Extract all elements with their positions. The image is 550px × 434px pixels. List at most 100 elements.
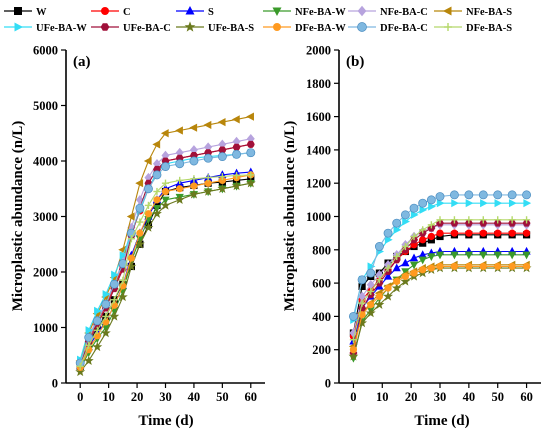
panel-b-point-ufe-ba-w: [494, 199, 503, 208]
panel-b-point-dfe-ba-w: [349, 346, 358, 354]
legend-entry-ufe-ba-s: UFe-BA-S: [176, 21, 254, 34]
panel-b-point-s: [383, 271, 393, 280]
panel-a-point-ufe-ba-s: [100, 327, 111, 338]
legend-label: DFe-BA-C: [380, 23, 428, 34]
panel-b-x-tick-label: 0: [350, 390, 356, 404]
panel-a-point-ufe-ba-w: [94, 306, 102, 315]
panel-a-point-ufe-ba-c: [246, 140, 255, 148]
panel-a-point-dfe-ba-c: [92, 316, 102, 326]
panel-a-point-dfe-ba-w: [161, 187, 170, 196]
panel-b-point-dfe-ba-s: [479, 216, 487, 224]
panel-b-y-tick-label: 600: [312, 277, 331, 291]
legend-label: NFe-BA-C: [380, 7, 428, 18]
panel-a-point-ufe-ba-w: [102, 290, 111, 299]
panel-a-point-dfe-ba-s: [76, 362, 84, 370]
panel-b-point-ufe-ba-w: [384, 235, 393, 244]
panel-a-point-ufe-ba-s: [109, 311, 120, 321]
panel-a-y-tick-label: 4000: [33, 155, 58, 169]
panel-b-point-nfe-ba-w: [493, 251, 502, 260]
panel-b-point-dfe-ba-w: [419, 266, 427, 274]
panel-b-point-s: [401, 258, 410, 267]
panel-b-point-dfe-ba-c: [507, 190, 517, 200]
legend-marker-dfe-ba-s: [444, 23, 452, 31]
panel-b-point-ufe-ba-w: [480, 199, 488, 208]
panel-a-point-dfe-ba-s: [102, 312, 110, 320]
panel-b-point-dfe-ba-w: [410, 269, 418, 277]
legend-marker-s: [185, 5, 195, 15]
legend-entry-dfe-ba-c: DFe-BA-C: [348, 22, 428, 34]
panel-a-point-ufe-ba-w: [119, 251, 128, 260]
legend-entry-nfe-ba-c: NFe-BA-C: [348, 5, 428, 18]
panel-a-point-dfe-ba-w: [153, 196, 161, 204]
panel-b-point-dfe-ba-s: [427, 221, 435, 229]
legend-label: W: [36, 7, 47, 18]
panel-a-point-nfe-ba-s: [126, 212, 135, 221]
panel-b-point-dfe-ba-w: [450, 262, 459, 271]
panel-a-point-dfe-ba-s: [190, 175, 198, 183]
panel-a-point-ufe-ba-s: [92, 341, 103, 352]
panel-b-point-dfe-ba-w: [427, 264, 435, 272]
panel-a-point-dfe-ba-c: [175, 159, 185, 169]
panel-a-point-dfe-ba-c: [118, 259, 128, 269]
panel-b-point-dfe-ba-c: [464, 190, 474, 200]
panel-b-point-dfe-ba-w: [494, 262, 502, 271]
panel-b-point-dfe-ba-c: [374, 242, 384, 251]
panel-b-y-tick-label: 400: [312, 310, 331, 324]
panel-b-point-c: [450, 229, 459, 237]
panel-a-ylabel: Microplastic abundance (n/L): [10, 121, 26, 312]
panel-a-point-nfe-ba-s: [217, 118, 226, 127]
panel-a-point-ufe-ba-s: [217, 183, 228, 193]
panel-b-point-nfe-ba-w: [427, 253, 436, 262]
panel-b-point-nfe-ba-w: [464, 251, 473, 260]
panel-a-point-dfe-ba-s: [110, 296, 118, 304]
legend-entry-w: W: [4, 7, 47, 18]
panel-b-point-dfe-ba-s: [375, 276, 383, 284]
panel-b-y-tick-label: 800: [312, 243, 331, 257]
legend-marker-nfe-ba-c: [357, 5, 367, 17]
panel-a-point-nfe-ba-s: [135, 179, 144, 188]
legend-label: NFe-BA-S: [466, 7, 512, 18]
panel-a-point-dfe-ba-s: [161, 179, 170, 187]
panel-b-point-dfe-ba-s: [450, 216, 459, 224]
panel-b-point-ufe-ba-s: [365, 307, 376, 318]
panel-b-point-dfe-ba-s: [436, 216, 444, 224]
panel-b-point-ufe-ba-w: [428, 202, 436, 211]
panel-b-series: [348, 190, 532, 363]
panel-b-point-dfe-ba-s: [393, 252, 401, 261]
panel-a-point-dfe-ba-s: [153, 187, 161, 196]
legend-marker-nfe-ba-w: [272, 7, 282, 17]
panel-b-point-dfe-ba-c: [409, 203, 419, 213]
panel-a-point-dfe-ba-s: [176, 176, 184, 185]
panel-a-point-ufe-ba-s: [188, 189, 199, 199]
panel-b-point-c: [494, 229, 502, 237]
panel-a-point-dfe-ba-c: [217, 152, 227, 162]
panel-a-point-nfe-ba-s: [143, 156, 152, 166]
panel-b-point-dfe-ba-c: [418, 198, 428, 208]
panel-b-y-tick-label: 1000: [306, 210, 331, 224]
panel-b-point-dfe-ba-w: [508, 262, 516, 271]
panel-b-point-nfe-ba-w: [409, 261, 419, 270]
panel-b-point-c: [465, 229, 473, 237]
legend-marker-ufe-ba-c: [100, 23, 110, 31]
panel-b-point-dfe-ba-s: [401, 242, 409, 251]
panel-a-point-dfe-ba-w: [144, 210, 153, 218]
panel-a-y-tick-label: 6000: [33, 44, 58, 58]
panel-b-point-nfe-ba-w: [418, 256, 427, 265]
panel-a-series-dfe-ba-c: [75, 148, 256, 368]
panel-a-point-nfe-ba-s: [246, 112, 254, 121]
panel-b-point-dfe-ba-w: [479, 262, 487, 271]
panel-b-point-c: [508, 229, 516, 237]
panel-a-point-ufe-ba-w: [111, 270, 119, 279]
panel-b-point-dfe-ba-w: [522, 262, 531, 271]
panel-b-point-dfe-ba-w: [401, 272, 409, 281]
panel-a-x-tick-label: 0: [77, 390, 83, 404]
panel-a-point-dfe-ba-w: [218, 176, 226, 185]
panel-b-point-ufe-ba-w: [508, 199, 517, 208]
panel-a-x-tick-label: 30: [159, 390, 172, 404]
panel-b-x-tick-label: 30: [434, 390, 447, 404]
panel-a-x-tick-label: 50: [216, 390, 229, 404]
panel-a-point-ufe-ba-s: [152, 208, 162, 218]
panel-b-y-tick-label: 1200: [306, 177, 331, 191]
legend-entry-ufe-ba-w: UFe-BA-W: [4, 22, 87, 34]
panel-a-point-dfe-ba-c: [203, 153, 213, 163]
